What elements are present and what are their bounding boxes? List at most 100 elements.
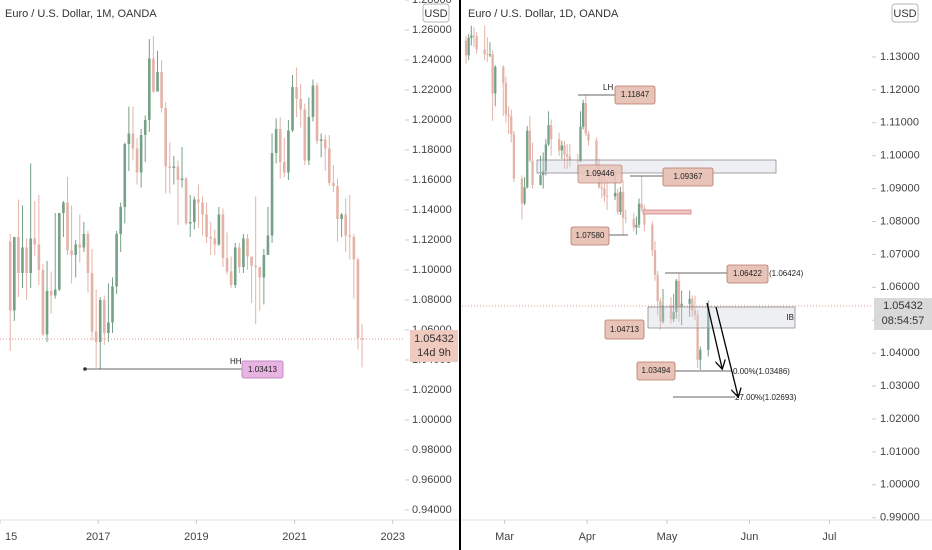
y-tick-label: 0.94000 [412, 504, 452, 516]
arrow [715, 306, 738, 396]
x-tick-label: Jul [822, 531, 836, 543]
candle-body [579, 126, 582, 162]
x-tick-label: Apr [579, 531, 596, 543]
y-tick-label: 1.13000 [880, 51, 920, 63]
candle-body [176, 166, 180, 180]
y-tick-label: 1.14000 [412, 204, 452, 216]
candle-body [581, 103, 585, 127]
candle-body [600, 187, 603, 189]
currency[interactable]: USD [424, 8, 447, 20]
candle-body [123, 143, 127, 207]
candle-body [98, 299, 102, 342]
annotation: HH [230, 357, 242, 366]
annotation-box [570, 226, 610, 246]
annotation-box [604, 319, 645, 340]
candle-body [295, 86, 298, 99]
candle-body [661, 305, 665, 322]
candle-body [568, 156, 571, 161]
y-tick-label: 1.18000 [412, 144, 452, 156]
candle-body [616, 192, 619, 212]
candle-body [29, 238, 32, 273]
annotation: 1.09446 [586, 169, 615, 178]
candle-body [156, 71, 159, 92]
candle-body [624, 217, 627, 219]
candle-body [488, 54, 492, 56]
candle-body [560, 145, 563, 151]
candle-body [510, 116, 513, 135]
candle-body [103, 299, 106, 333]
candle-body [550, 125, 553, 140]
candle-body [613, 192, 617, 197]
candle-body [201, 202, 204, 215]
y-tick-label: 1.26000 [412, 24, 452, 36]
candle-body [621, 191, 625, 218]
annotation: IB [786, 313, 794, 322]
candle-body [491, 54, 494, 94]
candle-body [544, 144, 548, 172]
candle-body [250, 256, 253, 266]
candle-body [115, 233, 118, 287]
x-tick-label: 2021 [282, 531, 306, 543]
currency-box[interactable] [891, 3, 919, 23]
annotation-box [241, 360, 284, 379]
candle-body [504, 83, 508, 115]
countdown: 08:54:57 [882, 315, 925, 327]
y-tick-label: 1.08000 [880, 215, 920, 227]
candle-body [78, 244, 82, 248]
candle-body [107, 322, 110, 333]
candle-body [531, 160, 534, 185]
candle-body [152, 58, 155, 92]
candle-body [693, 310, 697, 316]
candle-body [287, 130, 290, 173]
candle-body [188, 221, 192, 224]
candle-body [53, 289, 57, 296]
y-tick-label: 0.98000 [412, 444, 452, 456]
candle-body [651, 224, 654, 251]
y-tick-label: 1.10000 [880, 150, 920, 162]
candle-body [217, 214, 221, 245]
candle-body [17, 236, 20, 273]
candle-body [675, 280, 678, 312]
candle-body [37, 244, 41, 270]
candle-body [266, 235, 270, 255]
y-tick-label: 1.06000 [880, 281, 920, 293]
candle-body [328, 148, 331, 183]
candle-body [619, 191, 622, 212]
candle-body [677, 280, 681, 308]
annotation: 1.06422 [733, 269, 762, 278]
annotation: 1.09367 [674, 172, 703, 181]
currency[interactable]: USD [893, 8, 916, 20]
candle-body [86, 233, 90, 273]
candle-body [696, 315, 699, 360]
candle-body [21, 247, 24, 273]
candle-body [270, 152, 274, 236]
candle-body [135, 148, 139, 173]
x-tick-label: 2019 [184, 531, 208, 543]
candle-body [360, 338, 364, 340]
y-tick-label: 1.03000 [880, 380, 920, 392]
candle-body [653, 250, 657, 275]
candle-body [111, 286, 114, 323]
y-tick-label: 1.07000 [880, 248, 920, 260]
y-tick-label: 0.96000 [412, 474, 452, 486]
y-tick-label: 1.20000 [412, 114, 452, 126]
anchor-dot [83, 367, 87, 371]
candle-body [184, 178, 188, 224]
candle-body [323, 139, 327, 149]
candle-body [340, 214, 343, 219]
candle-body [45, 290, 49, 335]
arrow [706, 302, 722, 368]
candle-body [139, 134, 143, 173]
candle-body [632, 218, 635, 228]
candle-body [143, 119, 147, 135]
candle-body [172, 166, 176, 168]
candle-body [672, 312, 675, 320]
candle-body [688, 298, 691, 304]
candle-body [656, 274, 659, 302]
currency-box[interactable] [422, 3, 450, 23]
y-tick-label: 1.00000 [880, 479, 920, 491]
candle-body [238, 247, 241, 267]
candle-body [82, 233, 86, 248]
candle-body [291, 86, 294, 131]
y-tick-label: 0.99000 [880, 512, 920, 524]
